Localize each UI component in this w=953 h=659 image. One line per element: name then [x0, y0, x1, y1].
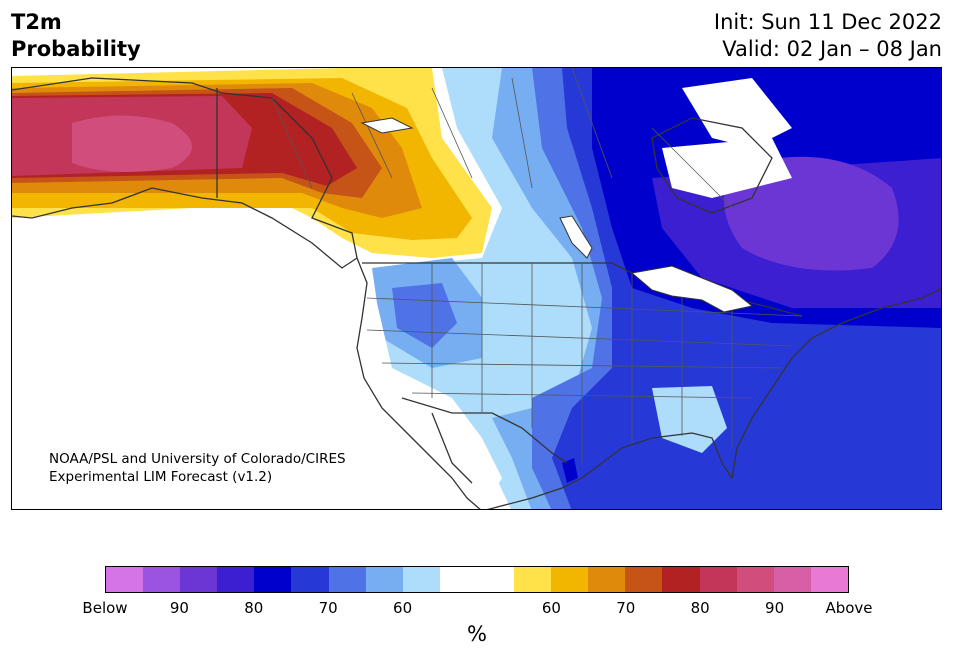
colorbar-tick-label: 70	[616, 599, 636, 617]
colorbar-segment	[254, 567, 292, 592]
colorbar-tick-label: 60	[393, 599, 413, 617]
colorbar-segment	[773, 567, 811, 592]
colorbar-ticks: Below 90 80 70 60 60 70 80 90 Above	[82, 599, 872, 619]
prob-area-below-90	[724, 156, 899, 271]
forecast-credit: NOAA/PSL and University of Colorado/CIRE…	[49, 450, 346, 486]
coastline-baja	[431, 412, 473, 484]
colorbar-tick-label: Above	[825, 599, 873, 617]
map-panel	[11, 67, 942, 510]
lake-winnipeg	[559, 215, 593, 259]
coastline-hudson	[651, 117, 773, 214]
prob-area-above-90	[72, 115, 192, 172]
coastline-pacific	[356, 257, 481, 509]
credit-line-2: Experimental LIM Forecast (v1.2)	[49, 469, 273, 485]
coastline-gulf	[487, 432, 733, 509]
colorbar-segment	[365, 567, 403, 592]
prob-neutral-west	[352, 298, 502, 509]
colorbar-segment	[402, 567, 440, 592]
map-title: T2m Probability	[11, 9, 141, 63]
colorbar-segment	[476, 567, 515, 592]
state-outlines	[271, 68, 803, 463]
colorbar-tick-label: 90	[169, 599, 189, 617]
colorbar-segment	[106, 567, 144, 592]
great-lakes	[630, 265, 754, 313]
colorbar-segment	[736, 567, 774, 592]
colorbar-tick-label: 90	[765, 599, 785, 617]
forecast-dates: Init: Sun 11 Dec 2022 Valid: 02 Jan – 08…	[714, 9, 942, 63]
colorbar-segment	[180, 567, 218, 592]
probability-colorbar	[105, 566, 849, 593]
colorbar-segment	[143, 567, 181, 592]
product-label: Probability	[11, 37, 141, 61]
colorbar-segment	[291, 567, 329, 592]
colorbar-segment	[217, 567, 255, 592]
variable-label: T2m	[11, 10, 62, 34]
colorbar-segment	[439, 567, 477, 592]
colorbar-segment	[328, 567, 366, 592]
colorbar-segment	[699, 567, 737, 592]
colorbar-segment	[514, 567, 552, 592]
us-mexico-border	[401, 397, 568, 464]
credit-line-1: NOAA/PSL and University of Colorado/CIRE…	[49, 451, 346, 467]
init-date: Init: Sun 11 Dec 2022	[713, 10, 942, 34]
colorbar-segment	[551, 567, 589, 592]
valid-date: Valid: 02 Jan – 08 Jan	[722, 37, 942, 61]
colorbar-tick-label: 80	[690, 599, 710, 617]
colorbar-tick-label: 60	[541, 599, 561, 617]
prob-neutral-ne	[682, 78, 792, 148]
colorbar-segment	[662, 567, 700, 592]
great-slave-lake	[360, 117, 414, 134]
colorbar-segment	[588, 567, 626, 592]
prob-patch-texas-85	[562, 458, 578, 483]
colorbar-tick-label: 80	[244, 599, 264, 617]
colorbar-tick-label: 70	[318, 599, 338, 617]
colorbar-unit: %	[467, 622, 487, 646]
colorbar-tick-label: Below	[82, 599, 128, 617]
probability-map	[12, 68, 941, 509]
coastline-atlantic	[731, 288, 941, 479]
colorbar-segment	[625, 567, 663, 592]
colorbar-segment	[810, 567, 848, 592]
coastline-alaska	[12, 77, 358, 269]
